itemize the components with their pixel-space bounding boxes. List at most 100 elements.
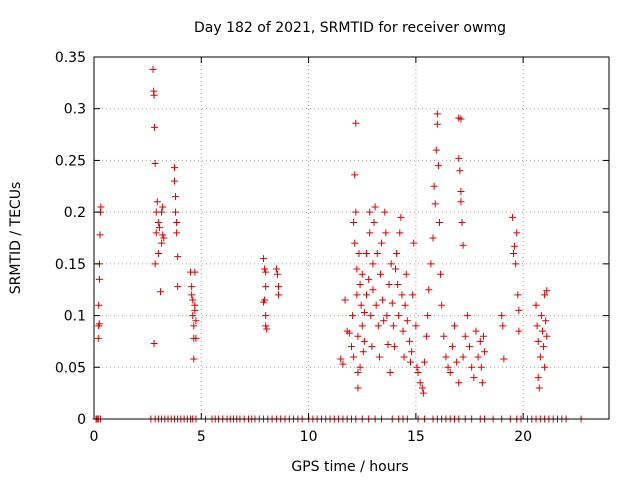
data-point (151, 123, 159, 131)
data-point (192, 317, 200, 325)
data-point (381, 208, 389, 216)
data-point (349, 312, 357, 320)
data-point (95, 275, 103, 283)
data-point (355, 250, 363, 258)
data-point (351, 171, 359, 179)
data-point (477, 363, 485, 371)
x-tick-label: 20 (514, 429, 532, 445)
data-point (369, 260, 377, 268)
data-point (153, 198, 161, 206)
data-point (384, 341, 392, 349)
data-point (514, 291, 522, 299)
data-point (423, 332, 431, 340)
data-point (434, 162, 442, 170)
data-point (429, 234, 437, 242)
data-point (427, 260, 435, 268)
data-point (382, 229, 390, 237)
data-point (536, 353, 544, 361)
data-point (351, 239, 359, 247)
data-point (389, 322, 397, 330)
data-point (357, 301, 365, 309)
data-point (158, 208, 166, 216)
data-point (537, 312, 545, 320)
data-point (456, 167, 464, 175)
y-tick-label: 0.05 (55, 360, 86, 376)
data-point (262, 283, 270, 291)
data-point (363, 291, 371, 299)
data-point (261, 296, 269, 304)
data-point (400, 353, 408, 361)
data-point (431, 200, 439, 208)
data-point (440, 332, 448, 340)
data-point (151, 260, 159, 268)
data-point (272, 265, 280, 273)
data-point (402, 270, 410, 278)
data-point (405, 337, 413, 345)
data-point (399, 327, 407, 335)
y-tick-label: 0.25 (55, 153, 86, 169)
data-point (154, 218, 162, 226)
y-tick-label: 0.2 (64, 205, 86, 221)
data-point (150, 339, 158, 347)
data-point (160, 234, 168, 242)
data-point (386, 368, 394, 376)
data-point (95, 320, 103, 328)
data-point (498, 312, 506, 320)
data-point (542, 317, 550, 325)
data-point (366, 208, 374, 216)
data-point (189, 296, 197, 304)
data-point (472, 327, 480, 335)
plot-frame (93, 56, 610, 420)
grid-lines (94, 57, 609, 419)
axis-ticks (93, 56, 609, 420)
data-point (541, 291, 549, 299)
data-point (375, 353, 383, 361)
data-point (190, 322, 198, 330)
data-point (424, 312, 432, 320)
data-point (363, 250, 371, 258)
data-point (151, 160, 159, 168)
data-point (173, 218, 181, 226)
y-tick-label: 0.1 (64, 309, 86, 325)
data-point (190, 355, 198, 363)
data-point (413, 363, 421, 371)
data-point (385, 281, 393, 289)
data-point (455, 379, 463, 387)
data-point (459, 353, 467, 361)
data-point (476, 337, 484, 345)
data-point (391, 265, 399, 273)
data-point (433, 120, 441, 128)
data-point (369, 286, 377, 294)
data-point (390, 343, 398, 351)
data-point (455, 154, 463, 162)
y-axis-label: SRMTID / TECUs (8, 182, 24, 295)
data-point (341, 296, 349, 304)
data-point (354, 368, 362, 376)
data-point (275, 291, 283, 299)
data-point (515, 306, 523, 314)
data-point (356, 363, 364, 371)
data-point (388, 299, 396, 307)
data-point (373, 250, 381, 258)
data-point (370, 218, 378, 226)
data-point (420, 358, 428, 366)
data-point (433, 110, 441, 118)
data-point (97, 203, 105, 211)
data-point (350, 218, 358, 226)
data-point (150, 91, 158, 99)
x-tick-label: 10 (300, 429, 318, 445)
data-point (515, 327, 523, 335)
x-axis-label: GPS time / hours (291, 459, 408, 475)
data-point (261, 265, 269, 273)
data-point (158, 239, 166, 247)
data-point (463, 312, 471, 320)
data-point (499, 322, 507, 330)
data-point (353, 265, 361, 273)
data-point (395, 312, 403, 320)
data-point (352, 119, 360, 127)
data-point (416, 379, 424, 387)
data-point (468, 363, 476, 371)
data-point (188, 283, 196, 291)
data-point (540, 343, 548, 351)
